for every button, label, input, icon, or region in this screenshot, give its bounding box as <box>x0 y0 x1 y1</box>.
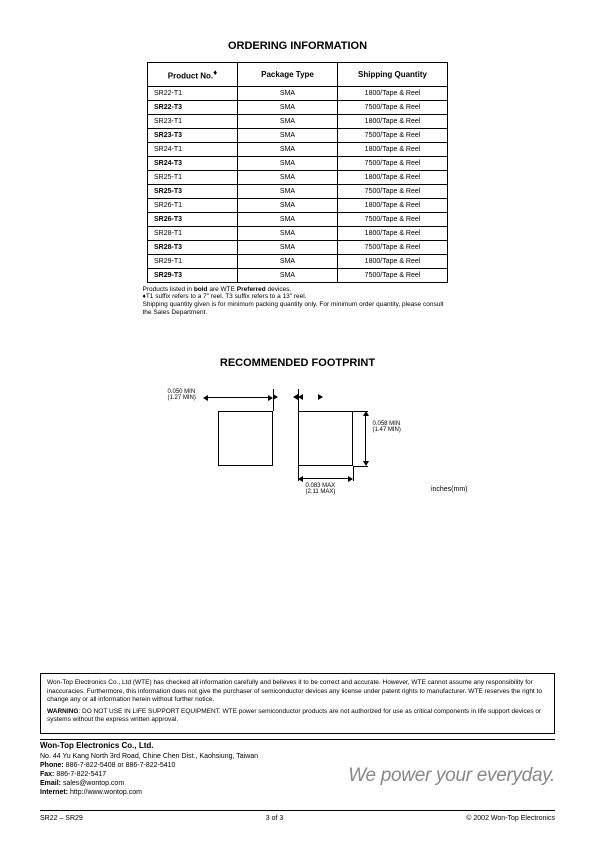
footer-left: SR22 – SR29 <box>40 815 83 822</box>
package-cell: SMA <box>238 100 338 114</box>
shipping-cell: 7500/Tape & Reel <box>338 184 448 198</box>
company-rule <box>40 739 555 740</box>
shipping-cell: 7500/Tape & Reel <box>338 212 448 226</box>
package-cell: SMA <box>238 226 338 240</box>
shipping-cell: 1800/Tape & Reel <box>338 114 448 128</box>
footer-center: 3 of 3 <box>266 815 284 822</box>
package-cell: SMA <box>238 170 338 184</box>
package-cell: SMA <box>238 128 338 142</box>
package-cell: SMA <box>238 114 338 128</box>
table-row: SR24-T1SMA1800/Tape & Reel <box>148 142 448 156</box>
footprint-pad-right <box>298 411 353 466</box>
ordering-title: ORDERING INFORMATION <box>40 40 555 52</box>
table-row: SR28-T3SMA7500/Tape & Reel <box>148 240 448 254</box>
shipping-cell: 1800/Tape & Reel <box>338 198 448 212</box>
footer-right: © 2002 Won-Top Electronics <box>466 815 555 822</box>
disclaimer-p1: Won-Top Electronics Co., Ltd (WTE) has c… <box>47 679 548 703</box>
shipping-cell: 1800/Tape & Reel <box>338 142 448 156</box>
package-cell: SMA <box>238 156 338 170</box>
dim-gap-label: 0.050 MIN(1.27 MIN) <box>168 389 196 402</box>
dim-height-arrow <box>365 416 366 461</box>
table-row: SR29-T3SMA7500/Tape & Reel <box>148 268 448 282</box>
shipping-cell: 7500/Tape & Reel <box>338 100 448 114</box>
product-cell: SR25-T3 <box>148 184 238 198</box>
table-notes: Products listed in bold are WTE Preferre… <box>143 286 453 317</box>
shipping-cell: 1800/Tape & Reel <box>338 226 448 240</box>
product-cell: SR23-T1 <box>148 114 238 128</box>
dim-width-label: 0.083 MAX(2.11 MAX) <box>306 483 336 496</box>
product-cell: SR24-T3 <box>148 156 238 170</box>
product-cell: SR26-T3 <box>148 212 238 226</box>
product-cell: SR28-T3 <box>148 240 238 254</box>
company-block: Won-Top Electronics Co., Ltd. No. 44 Yu … <box>40 741 258 797</box>
table-row: SR25-T3SMA7500/Tape & Reel <box>148 184 448 198</box>
slogan: We power your everyday. <box>348 765 555 787</box>
product-cell: SR28-T1 <box>148 226 238 240</box>
table-row: SR23-T1SMA1800/Tape & Reel <box>148 114 448 128</box>
table-row: SR23-T3SMA7500/Tape & Reel <box>148 128 448 142</box>
shipping-cell: 7500/Tape & Reel <box>338 240 448 254</box>
table-row: SR26-T1SMA1800/Tape & Reel <box>148 198 448 212</box>
product-cell: SR23-T3 <box>148 128 238 142</box>
package-cell: SMA <box>238 212 338 226</box>
table-row: SR22-T1SMA1800/Tape & Reel <box>148 86 448 100</box>
company-name: Won-Top Electronics Co., Ltd. <box>40 741 258 751</box>
page-footer: SR22 – SR29 3 of 3 © 2002 Won-Top Electr… <box>40 810 555 822</box>
col-package: Package Type <box>238 63 338 87</box>
table-row: SR24-T3SMA7500/Tape & Reel <box>148 156 448 170</box>
package-cell: SMA <box>238 198 338 212</box>
shipping-cell: 1800/Tape & Reel <box>338 254 448 268</box>
product-cell: SR22-T3 <box>148 100 238 114</box>
dim-gap-arrow-l <box>208 397 268 398</box>
table-row: SR28-T1SMA1800/Tape & Reel <box>148 226 448 240</box>
unit-label: inches(mm) <box>431 486 468 493</box>
dim-height-label: 0.058 MIN(1.47 MIN) <box>373 421 401 434</box>
disclaimer-box: Won-Top Electronics Co., Ltd (WTE) has c… <box>40 673 555 734</box>
col-product: Product No.♦ <box>148 63 238 87</box>
package-cell: SMA <box>238 240 338 254</box>
package-cell: SMA <box>238 142 338 156</box>
shipping-cell: 7500/Tape & Reel <box>338 268 448 282</box>
dim-width-arrow <box>303 478 348 479</box>
package-cell: SMA <box>238 268 338 282</box>
table-row: SR29-T1SMA1800/Tape & Reel <box>148 254 448 268</box>
table-row: SR22-T3SMA7500/Tape & Reel <box>148 100 448 114</box>
table-row: SR26-T3SMA7500/Tape & Reel <box>148 212 448 226</box>
table-row: SR25-T1SMA1800/Tape & Reel <box>148 170 448 184</box>
company-addr: No. 44 Yu Kang North 3rd Road, Chine Che… <box>40 752 258 761</box>
footprint-diagram: 0.050 MIN(1.27 MIN) 0.058 MIN(1.47 MIN) … <box>158 381 438 501</box>
package-cell: SMA <box>238 86 338 100</box>
footprint-title: RECOMMENDED FOOTPRINT <box>40 357 555 369</box>
disclaimer-p2: WARNING: DO NOT USE IN LIFE SUPPORT EQUI… <box>47 708 548 724</box>
col-shipping: Shipping Quantity <box>338 63 448 87</box>
ordering-table: Product No.♦ Package Type Shipping Quant… <box>147 62 448 283</box>
product-cell: SR22-T1 <box>148 86 238 100</box>
package-cell: SMA <box>238 184 338 198</box>
product-cell: SR29-T3 <box>148 268 238 282</box>
product-cell: SR29-T1 <box>148 254 238 268</box>
shipping-cell: 7500/Tape & Reel <box>338 156 448 170</box>
shipping-cell: 1800/Tape & Reel <box>338 170 448 184</box>
product-cell: SR24-T1 <box>148 142 238 156</box>
shipping-cell: 1800/Tape & Reel <box>338 86 448 100</box>
footprint-pad-left <box>218 411 273 466</box>
shipping-cell: 7500/Tape & Reel <box>338 128 448 142</box>
diamond-note-mark: ♦ <box>213 68 217 77</box>
product-cell: SR26-T1 <box>148 198 238 212</box>
package-cell: SMA <box>238 254 338 268</box>
product-cell: SR25-T1 <box>148 170 238 184</box>
